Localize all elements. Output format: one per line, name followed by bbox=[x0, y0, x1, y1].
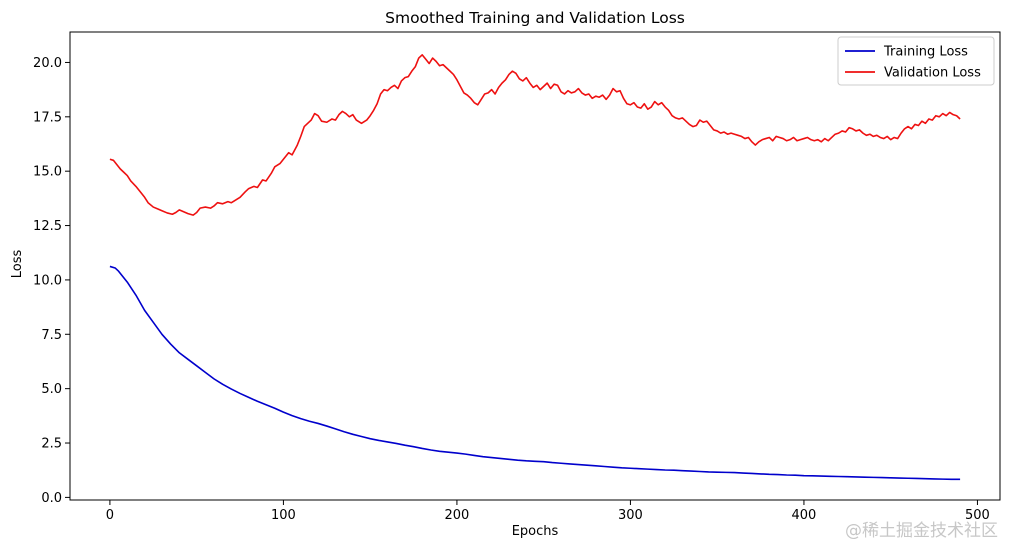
y-tick-label: 0.0 bbox=[41, 491, 62, 506]
legend: Training Loss Validation Loss bbox=[837, 36, 995, 86]
x-tick-label: 400 bbox=[792, 508, 817, 523]
x-tick-label: 100 bbox=[271, 508, 296, 523]
y-axis-label: Loss bbox=[10, 250, 25, 279]
series-line-training-loss bbox=[109, 265, 961, 481]
watermark: @稀土掘金技术社区 bbox=[845, 521, 998, 541]
y-tick-label: 15.0 bbox=[33, 165, 62, 180]
y-tick-label: 17.5 bbox=[33, 110, 62, 125]
legend-label-training-loss: Training Loss bbox=[883, 45, 968, 60]
axes-frame bbox=[69, 31, 1001, 501]
x-tick-label: 500 bbox=[965, 508, 990, 523]
y-tick-label: 10.0 bbox=[33, 273, 62, 288]
series-line-validation-loss bbox=[109, 54, 961, 216]
y-tick-label: 5.0 bbox=[41, 382, 62, 397]
y-tick-label: 12.5 bbox=[33, 219, 62, 234]
legend-frame bbox=[837, 36, 995, 86]
y-tick-label: 7.5 bbox=[41, 328, 62, 343]
x-axis-label: Epochs bbox=[512, 524, 559, 539]
y-tick-label: 2.5 bbox=[41, 437, 62, 452]
chart-title: Smoothed Training and Validation Loss bbox=[385, 9, 685, 27]
x-tick-label: 0 bbox=[106, 508, 114, 523]
y-tick-label: 20.0 bbox=[33, 56, 62, 71]
x-tick-label: 200 bbox=[445, 508, 470, 523]
x-tick-label: 300 bbox=[618, 508, 643, 523]
legend-label-validation-loss: Validation Loss bbox=[884, 66, 981, 81]
plot-area: 0 100 200 300 400 500 0.0 2.5 5.0 7.5 10.0 12.5 15.0… bbox=[33, 31, 1001, 523]
